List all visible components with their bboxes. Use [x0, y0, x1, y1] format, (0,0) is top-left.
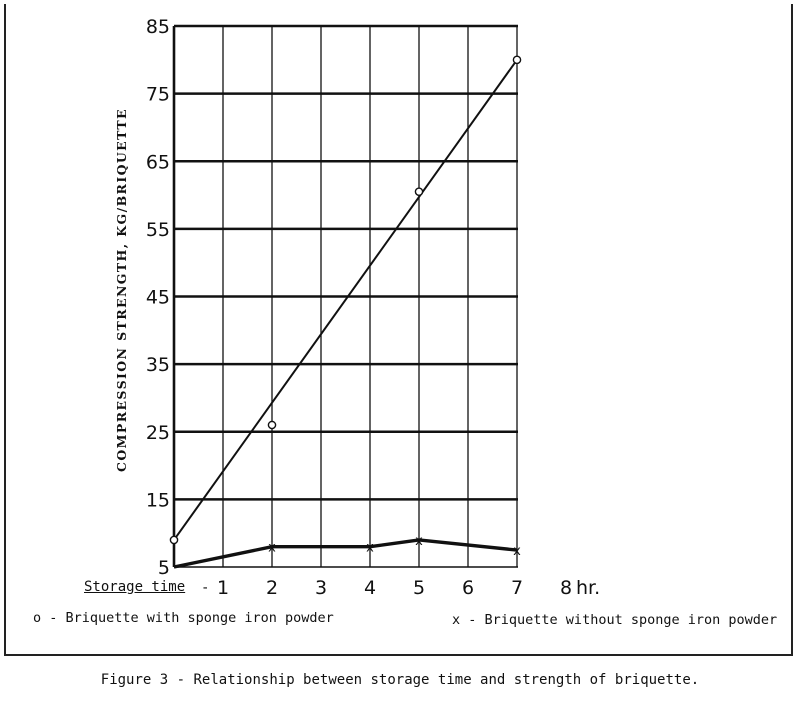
x-tick-label-4: 4 — [364, 577, 376, 599]
data-point-without-sponge-4: x — [513, 544, 521, 559]
data-point-with-sponge-1 — [267, 420, 277, 430]
x-axis-label-dash: - — [201, 580, 210, 596]
legend-item-without-sponge: x - Briquette without sponge iron powder — [452, 612, 778, 628]
y-tick-label-45: 45 — [146, 287, 170, 309]
data-point-without-sponge-3: x — [415, 534, 423, 549]
axes — [172, 26, 518, 568]
x-axis-label: Storage time — [84, 579, 186, 595]
figure-frame — [4, 4, 793, 656]
y-tick-label-35: 35 — [146, 354, 170, 376]
legend-marker-o: o — [33, 610, 42, 626]
y-tick-label-25: 25 — [146, 422, 170, 444]
data-point-without-sponge-2: x — [366, 541, 374, 556]
series-line-without-sponge — [173, 538, 518, 569]
legend-label-without-sponge: Briquette without sponge iron powder — [484, 612, 778, 628]
legend-item-with-sponge: o - Briquette with sponge iron powder — [33, 610, 334, 626]
x-tick-label-5: 5 — [413, 577, 425, 599]
x-tick-label-1: 1 — [217, 577, 229, 599]
legend-label-with-sponge: Briquette with sponge iron powder — [65, 610, 334, 626]
x-tick-label-2: 2 — [266, 577, 278, 599]
x-tick-label-6: 6 — [462, 577, 474, 599]
x-tick-label-7: 7 — [511, 577, 523, 599]
y-axis-label: COMPRESSION STRENGTH, KG/BRIQUETTE — [114, 108, 129, 472]
y-tick-label-65: 65 — [146, 151, 170, 173]
y-tick-label-55: 55 — [146, 219, 170, 241]
x-tick-label-3: 3 — [315, 577, 327, 599]
legend-marker-x: x — [452, 612, 461, 628]
x-axis-unit: hr. — [576, 577, 600, 599]
y-tick-label-75: 75 — [146, 84, 170, 106]
y-tick-label-85: 85 — [146, 16, 170, 38]
y-tick-label-5: 5 — [158, 557, 170, 579]
data-point-with-sponge-3 — [512, 55, 522, 65]
x-tick-label-8: 8 — [560, 577, 572, 599]
series-line-with-sponge — [173, 59, 518, 541]
figure-caption: Figure 3 - Relationship between storage … — [100, 672, 700, 688]
data-point-with-sponge-2 — [414, 187, 424, 196]
data-point-without-sponge-1: x — [268, 541, 276, 556]
data-point-with-sponge-0 — [169, 535, 179, 545]
grid — [174, 24, 518, 567]
series: x x xx — [169, 55, 522, 569]
y-tick-label-15: 15 — [146, 489, 170, 511]
